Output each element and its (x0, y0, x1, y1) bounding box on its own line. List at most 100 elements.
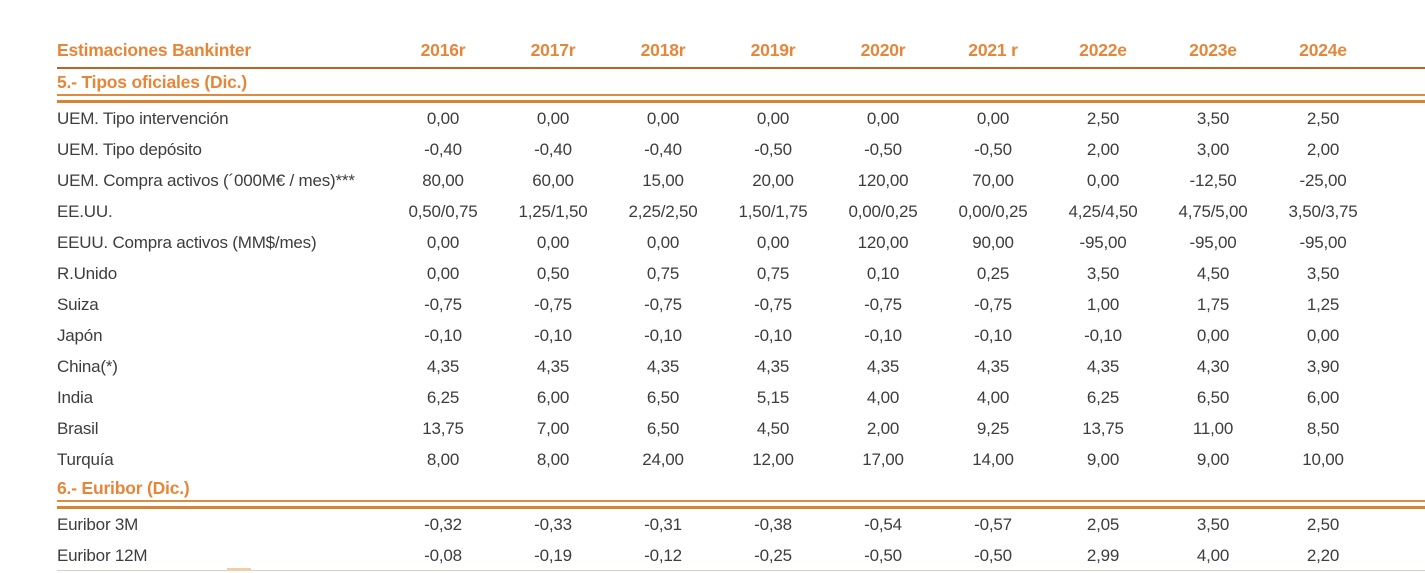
data-row: Japón -0,10 -0,10 -0,10 -0,10 -0,10 -0,10 -0,10… (57, 320, 1425, 351)
value-cell: -0,50 (864, 546, 902, 565)
value-cell: -0,50 (754, 140, 792, 159)
value-cell: 4,25/4,50 (1068, 202, 1138, 221)
row-label: EEUU. Compra activos (MM$/mes) (57, 233, 317, 252)
value-cell: 8,00 (426, 450, 460, 469)
spacer-column (1378, 40, 1425, 69)
value-cell: 14,00 (972, 450, 1014, 469)
row-label: Suiza (57, 295, 99, 314)
value-cell: 0,00 (866, 109, 900, 128)
value-cell: 4,00 (866, 388, 900, 407)
value-cell: 80,00 (422, 171, 464, 190)
value-cell: 0,00 (536, 109, 570, 128)
value-cell: -0,75 (534, 295, 572, 314)
value-cell: 0,00 (1196, 326, 1230, 345)
value-cell: 6,25 (1086, 388, 1120, 407)
data-row: UEM. Tipo intervención 0,00 0,00 0,00 0,00 0,… (57, 102, 1425, 135)
spacer-cell (1378, 320, 1425, 351)
value-cell: 0,00 (976, 109, 1010, 128)
spacer-cell (1378, 227, 1425, 258)
value-cell: 0,75 (646, 264, 680, 283)
table-title: Estimaciones Bankinter (57, 40, 388, 69)
value-cell: 2,99 (1086, 546, 1120, 565)
year-header: 2017r (498, 40, 608, 69)
value-cell: 2,50 (1306, 515, 1340, 534)
value-cell: -0,32 (424, 515, 462, 534)
value-cell: 0,10 (866, 264, 900, 283)
value-cell: 12,00 (752, 450, 794, 469)
value-cell: 4,35 (866, 357, 900, 376)
value-cell: 7,00 (536, 419, 570, 438)
value-cell: -0,50 (974, 140, 1012, 159)
data-row: UEM. Tipo depósito -0,40 -0,40 -0,40 -0,50 -0… (57, 134, 1425, 165)
value-cell: 6,25 (426, 388, 460, 407)
row-label: UEM. Compra activos (´000M€ / mes)*** (57, 171, 355, 190)
value-cell: -95,00 (1079, 233, 1127, 252)
value-cell: 20,00 (752, 171, 794, 190)
row-label: Euribor 12M (57, 546, 148, 565)
value-cell: -0,19 (534, 546, 572, 565)
value-cell: 4,35 (976, 357, 1010, 376)
data-row: R.Unido 0,00 0,50 0,75 0,75 0,10 0,25 3,50 4,50 3… (57, 258, 1425, 289)
cut-off-orange-fragment (227, 568, 251, 571)
value-cell: 3,50 (1086, 264, 1120, 283)
value-cell: 4,00 (1196, 546, 1230, 565)
year-header: 2024e (1268, 40, 1378, 69)
value-cell: 9,25 (976, 419, 1010, 438)
value-cell: 0,00 (1306, 326, 1340, 345)
value-cell: -0,54 (864, 515, 902, 534)
value-cell: 2,20 (1306, 546, 1340, 565)
value-cell: 4,35 (1086, 357, 1120, 376)
section-underline: 6.- Euribor (Dic.) (57, 478, 1425, 502)
value-cell: 1,75 (1196, 295, 1230, 314)
value-cell: 13,75 (422, 419, 464, 438)
value-cell: 0,00 (646, 233, 680, 252)
value-cell: -0,10 (864, 326, 902, 345)
value-cell: -0,08 (424, 546, 462, 565)
value-cell: 1,00 (1086, 295, 1120, 314)
value-cell: 4,35 (756, 357, 790, 376)
value-cell: -0,10 (424, 326, 462, 345)
value-cell: 0,00 (536, 233, 570, 252)
row-label: Japón (57, 326, 103, 345)
value-cell: 9,00 (1086, 450, 1120, 469)
value-cell: 0,00 (426, 109, 460, 128)
value-cell: 4,35 (646, 357, 680, 376)
value-cell: -0,10 (754, 326, 792, 345)
year-header: 2023e (1158, 40, 1268, 69)
value-cell: 6,50 (1196, 388, 1230, 407)
value-cell: 3,90 (1306, 357, 1340, 376)
value-cell: 15,00 (642, 171, 684, 190)
data-row: China(*) 4,35 4,35 4,35 4,35 4,35 4,35 4,35 4,30… (57, 351, 1425, 382)
value-cell: 120,00 (857, 171, 909, 190)
year-header: 2016r (388, 40, 498, 69)
value-cell: 6,50 (646, 388, 680, 407)
value-cell: -0,31 (644, 515, 682, 534)
section-heading-cell: 5.- Tipos oficiales (Dic.) (57, 68, 1425, 103)
value-cell: 4,50 (1196, 264, 1230, 283)
row-label: Turquía (57, 450, 114, 469)
value-cell: 8,50 (1306, 419, 1340, 438)
value-cell: -95,00 (1299, 233, 1347, 252)
value-cell: 2,00 (1306, 140, 1340, 159)
value-cell: -0,10 (974, 326, 1012, 345)
row-label: Brasil (57, 419, 99, 438)
spacer-cell (1378, 508, 1425, 541)
value-cell: -0,10 (644, 326, 682, 345)
value-cell: -0,75 (864, 295, 902, 314)
value-cell: 3,50 (1196, 515, 1230, 534)
spacer-cell (1378, 134, 1425, 165)
row-label: Euribor 3M (57, 515, 139, 534)
value-cell: -25,00 (1299, 171, 1347, 190)
value-cell: 5,15 (756, 388, 790, 407)
value-cell: 1,25 (1306, 295, 1340, 314)
value-cell: 17,00 (862, 450, 904, 469)
section-heading-row: 5.- Tipos oficiales (Dic.) (57, 68, 1425, 103)
year-header: 2020r (828, 40, 938, 69)
spacer-cell (1378, 413, 1425, 444)
value-cell: 4,00 (976, 388, 1010, 407)
value-cell: 0,50/0,75 (408, 202, 478, 221)
value-cell: 0,00/0,25 (848, 202, 918, 221)
year-header: 2019r (718, 40, 828, 69)
value-cell: 1,50/1,75 (738, 202, 808, 221)
section-heading-row: 6.- Euribor (Dic.) (57, 475, 1425, 509)
